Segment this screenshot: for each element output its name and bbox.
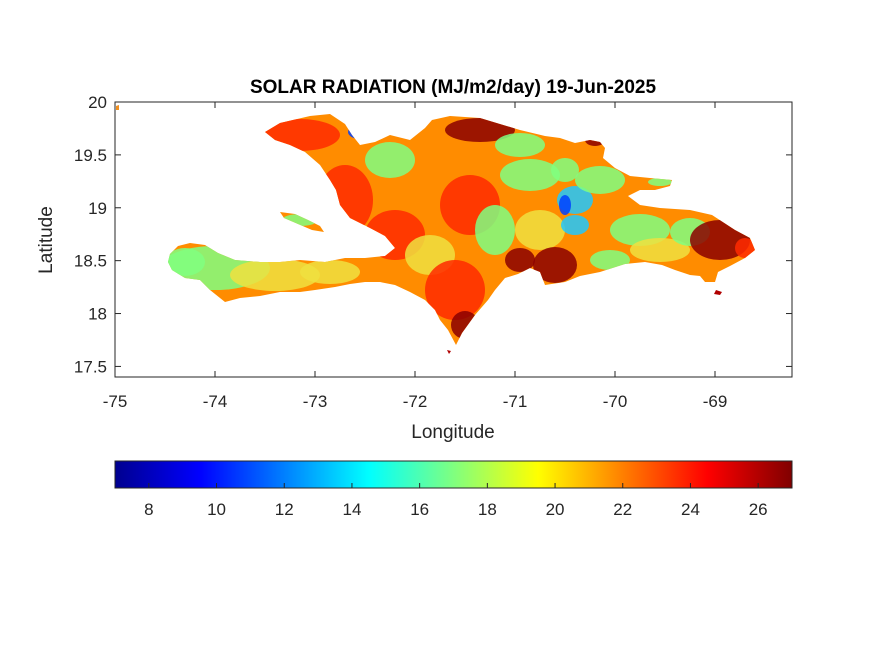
heatmap-region: [168, 248, 205, 276]
y-axis-label: Latitude: [36, 206, 57, 274]
x-tick-label: -71: [503, 392, 528, 411]
heatmap-region: [425, 260, 485, 320]
x-axis: -75 -74 -73 -72 -71 -70 -69: [103, 102, 728, 411]
x-tick-label: -74: [203, 392, 228, 411]
x-tick-label: -75: [103, 392, 128, 411]
colorbar-tick-label: 12: [275, 500, 294, 519]
y-tick-label: 18.5: [74, 252, 107, 271]
heatmap-region: [690, 220, 750, 260]
islet-northwest: [116, 105, 119, 110]
heatmap-region: [630, 238, 690, 262]
y-tick-label: 19: [88, 199, 107, 218]
colorbar-ticks: 8 10 12 14 16 18 20 22 24 26: [144, 483, 768, 519]
heatmap-region: [561, 215, 589, 235]
islet-south: [447, 350, 451, 354]
colorbar-tick-label: 22: [613, 500, 632, 519]
colorbar-tick-label: 16: [410, 500, 429, 519]
y-tick-label: 18: [88, 305, 107, 324]
y-tick-label: 17.5: [74, 357, 107, 376]
colorbar-tick-label: 24: [681, 500, 700, 519]
heatmap-region: [365, 142, 415, 178]
heatmap-region: [500, 159, 560, 191]
y-tick-label: 20: [88, 93, 107, 112]
colorbar-tick-label: 14: [342, 500, 361, 519]
y-axis: 17.5 18 18.5 19 19.5 20: [74, 93, 792, 376]
heatmap-region: [610, 214, 670, 246]
heatmap-region: [475, 205, 515, 255]
colorbar-gradient: [114, 460, 793, 489]
colorbar: 8 10 12 14 16 18 20 22 24 26: [114, 460, 793, 519]
x-tick-label: -72: [403, 392, 428, 411]
heatmap-region: [445, 118, 515, 142]
colorbar-tick-label: 18: [478, 500, 497, 519]
islet-east: [714, 290, 722, 295]
heatmap-region: [648, 178, 672, 186]
colorbar-tick-label: 8: [144, 500, 153, 519]
colorbar-tick-label: 20: [546, 500, 565, 519]
heatmap-region: [551, 158, 579, 182]
heatmap-region: [515, 210, 565, 250]
heatmap-region: [495, 133, 545, 157]
x-axis-label: Longitude: [411, 422, 494, 443]
heatmap-region: [300, 260, 360, 284]
heatmap-region: [735, 238, 755, 258]
heatmap-region: [505, 248, 535, 272]
heatmap-region: [575, 166, 625, 194]
x-tick-label: -73: [303, 392, 328, 411]
heatmap-region: [559, 195, 571, 215]
heatmap-region: [533, 247, 577, 283]
x-tick-label: -69: [703, 392, 728, 411]
colorbar-tick-label: 10: [207, 500, 226, 519]
y-tick-label: 19.5: [74, 146, 107, 165]
heatmap-region: [590, 250, 630, 270]
heatmap-region: [230, 259, 320, 291]
colorbar-tick-label: 26: [749, 500, 768, 519]
x-tick-label: -70: [603, 392, 628, 411]
chart-title: SOLAR RADIATION (MJ/m2/day) 19-Jun-2025: [250, 77, 657, 98]
